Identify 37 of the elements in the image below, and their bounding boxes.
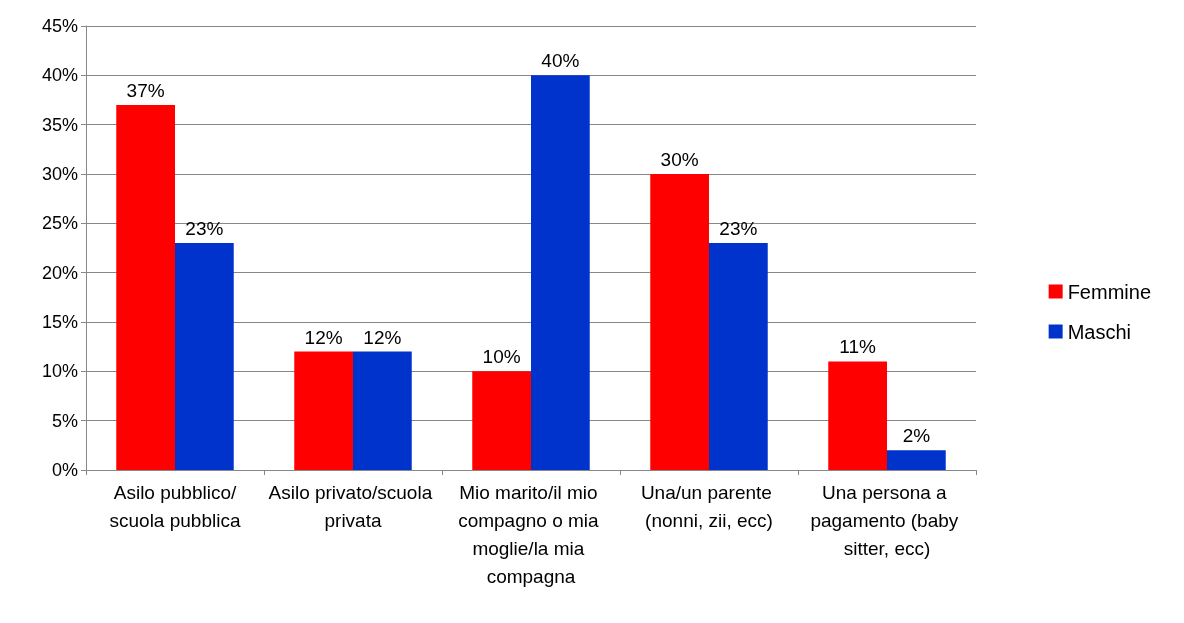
y-tick-label: 45% (41, 16, 78, 36)
data-label: 11% (839, 336, 877, 358)
bar (294, 351, 353, 470)
bar (353, 351, 412, 470)
bar (650, 174, 709, 470)
x-tick-label: Una persona a pagamento (baby sitter, ecc) (810, 481, 964, 559)
data-label: 2% (902, 425, 931, 447)
y-tick-label: 25% (41, 213, 78, 234)
data-label: 23% (719, 218, 758, 240)
y-tick-label: 35% (41, 114, 78, 135)
y-tick-label: 0% (51, 460, 78, 480)
data-label: 40% (541, 50, 580, 72)
bar (828, 361, 887, 470)
y-tick-label: 20% (41, 262, 78, 283)
y-tick-label: 30% (41, 164, 78, 184)
y-tick-label: 40% (41, 65, 78, 86)
data-label: 30% (660, 149, 699, 170)
y-tick-label: 10% (41, 361, 78, 382)
data-label: 12% (363, 326, 402, 348)
x-tick-label: Asilo privato/scuola privata (268, 481, 438, 531)
data-label: 12% (304, 326, 343, 348)
x-tick-label: Mio marito/il mio compagno o mia moglie/la mia compagna (458, 481, 604, 587)
y-tick-label: 5% (51, 410, 78, 431)
bar (116, 104, 175, 470)
legend-label: Maschi (1067, 320, 1132, 343)
bar (472, 371, 531, 470)
data-label: 37% (126, 79, 165, 101)
data-label: 23% (185, 218, 224, 240)
y-tick-label: 15% (41, 312, 78, 332)
bar (175, 243, 234, 470)
bar (531, 75, 590, 470)
legend-label: Femmine (1067, 280, 1152, 303)
bar (709, 243, 768, 470)
x-tick-label: Asilo pubblico/scuola pubblica (109, 481, 241, 531)
bar (887, 450, 946, 470)
data-label: 10% (482, 346, 521, 368)
x-tick-label: Una/un parente (nonni, zii, ecc) (640, 481, 778, 531)
